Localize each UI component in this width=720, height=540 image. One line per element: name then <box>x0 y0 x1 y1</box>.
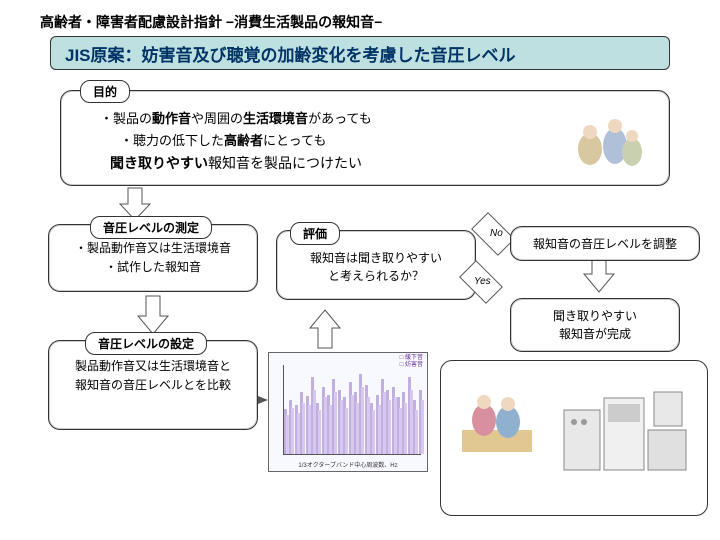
decision-yes-label: Yes <box>474 276 491 287</box>
t: 生活環境音 <box>243 111 308 126</box>
t: と考えられるか？ <box>287 267 465 285</box>
t: ・製品の <box>100 111 152 126</box>
t: 報知音が完成 <box>517 325 673 343</box>
chart-xaxis-label: 1/3オクターブバンド中心周波数、Hz <box>269 460 427 469</box>
t: にとっても <box>263 133 326 148</box>
t: 聞き取りやすい <box>110 155 208 171</box>
t: 聞き取りやすい <box>517 307 673 325</box>
illustration-elderly-sitting <box>452 380 542 460</box>
t: ・製品動作音又は生活環境音 <box>59 239 247 258</box>
arrow-up-1 <box>310 310 340 350</box>
arrow-down-2 <box>138 296 168 336</box>
t: 動作音 <box>152 111 191 126</box>
t: 報知音を製品につけたい <box>208 155 362 171</box>
bar-chart: □ 緩下音 □ 妨害音 1/3オクターブバンド中心周波数、Hz <box>268 352 428 472</box>
jis-banner: JIS原案：妨害音及び聴覚の加齢変化を考慮した音圧レベル <box>50 36 670 70</box>
t: 報知音は聞き取りやすい <box>287 249 465 267</box>
t: 報知音の音圧レベルとを比較 <box>59 376 247 395</box>
chart-plot-area <box>283 365 421 455</box>
setting-tag: 音圧レベルの設定 <box>85 332 207 355</box>
t: 高齢者 <box>224 133 263 148</box>
adjust-box: 報知音の音圧レベルを調整 <box>510 226 700 261</box>
eval-tag: 評価 <box>290 222 340 245</box>
t: や周囲の <box>191 111 243 126</box>
purpose-text: ・製品の動作音や周囲の生活環境音があっても ・聴力の低下した高齢者にとっても 聞… <box>100 108 372 176</box>
t: があっても <box>308 111 372 126</box>
decision-no-label: No <box>490 228 503 239</box>
t: ・聴力の低下した <box>120 133 224 148</box>
illustration-elderly-group <box>560 104 650 174</box>
purpose-tag: 目的 <box>80 80 130 103</box>
t: ・試作した報知音 <box>59 258 247 277</box>
illustration-appliances <box>560 380 690 480</box>
page-title: 高齢者・障害者配慮設計指針 −消費生活製品の報知音− <box>40 12 382 32</box>
done-box: 聞き取りやすい 報知音が完成 <box>510 298 680 352</box>
t: 製品動作音又は生活環境音と <box>59 357 247 376</box>
measure-tag: 音圧レベルの測定 <box>90 216 212 239</box>
